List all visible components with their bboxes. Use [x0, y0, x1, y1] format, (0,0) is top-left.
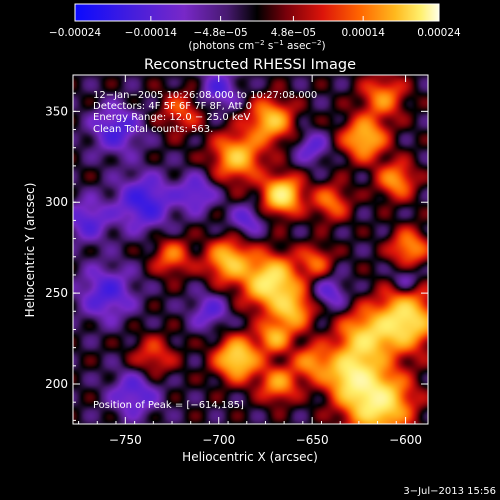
y-tick-label: 300 — [45, 195, 68, 209]
colorbar-tick-label: −0.00024 — [49, 27, 102, 39]
peak-position-label: Position of Peak = [−614,185] — [93, 400, 244, 411]
plot-area: −750 −700 −650 −600 200 250 300 350 — [45, 74, 429, 447]
y-tick-label: 350 — [45, 104, 68, 118]
colorbar-ticks: −0.00024 −0.00014 −4.8e−05 4.8e−05 0.00014 0.… — [49, 16, 461, 39]
colorbar-tick-label: 0.00014 — [341, 27, 385, 39]
x-axis-label: Heliocentric X (arcsec) — [182, 450, 318, 464]
y-tick-label: 200 — [45, 377, 68, 391]
x-tick-label: −700 — [202, 433, 235, 447]
colorbar-units: (photons cm−2 s−1 asec−2) — [188, 39, 325, 52]
chart-title: Reconstructed RHESSI Image — [144, 57, 356, 73]
info-line-time: 12−Jan−2005 10:26:08.000 to 10:27:08.000 — [93, 90, 317, 101]
colorbar-tick-label: 0.00024 — [417, 27, 461, 39]
x-tick-label: −650 — [296, 433, 329, 447]
info-line-energy: Energy Range: 12.0 − 25.0 keV — [93, 112, 250, 123]
y-tick-label: 250 — [45, 286, 68, 300]
y-axis-ticks: 200 250 300 350 — [45, 74, 428, 421]
plot-border — [72, 74, 429, 425]
y-axis-label: Heliocentric Y (arcsec) — [23, 183, 37, 318]
x-tick-label: −750 — [109, 433, 142, 447]
heatmap-image — [73, 75, 428, 424]
colorbar-tick-label: 4.8e−05 — [271, 27, 316, 39]
x-axis-ticks: −750 −700 −650 −600 — [78, 75, 422, 447]
colorbar-border — [74, 3, 440, 22]
colorbar-gradient — [75, 4, 439, 21]
observation-info: 12−Jan−2005 10:26:08.000 to 10:27:08.000… — [93, 90, 317, 411]
info-line-detectors: Detectors: 4F 5F 6F 7F 8F, Att 0 — [93, 101, 252, 112]
colorbar-tick-label: −0.00014 — [125, 27, 178, 39]
plot-timestamp: 3−Jul−2013 15:56 — [403, 486, 496, 497]
info-line-clean: Clean Total counts: 563. — [93, 124, 213, 135]
colorbar-tick-label: −4.8e−05 — [194, 27, 248, 39]
x-tick-label: −600 — [389, 433, 422, 447]
colorbar: −0.00024 −0.00014 −4.8e−05 4.8e−05 0.00014 0.… — [49, 3, 461, 52]
